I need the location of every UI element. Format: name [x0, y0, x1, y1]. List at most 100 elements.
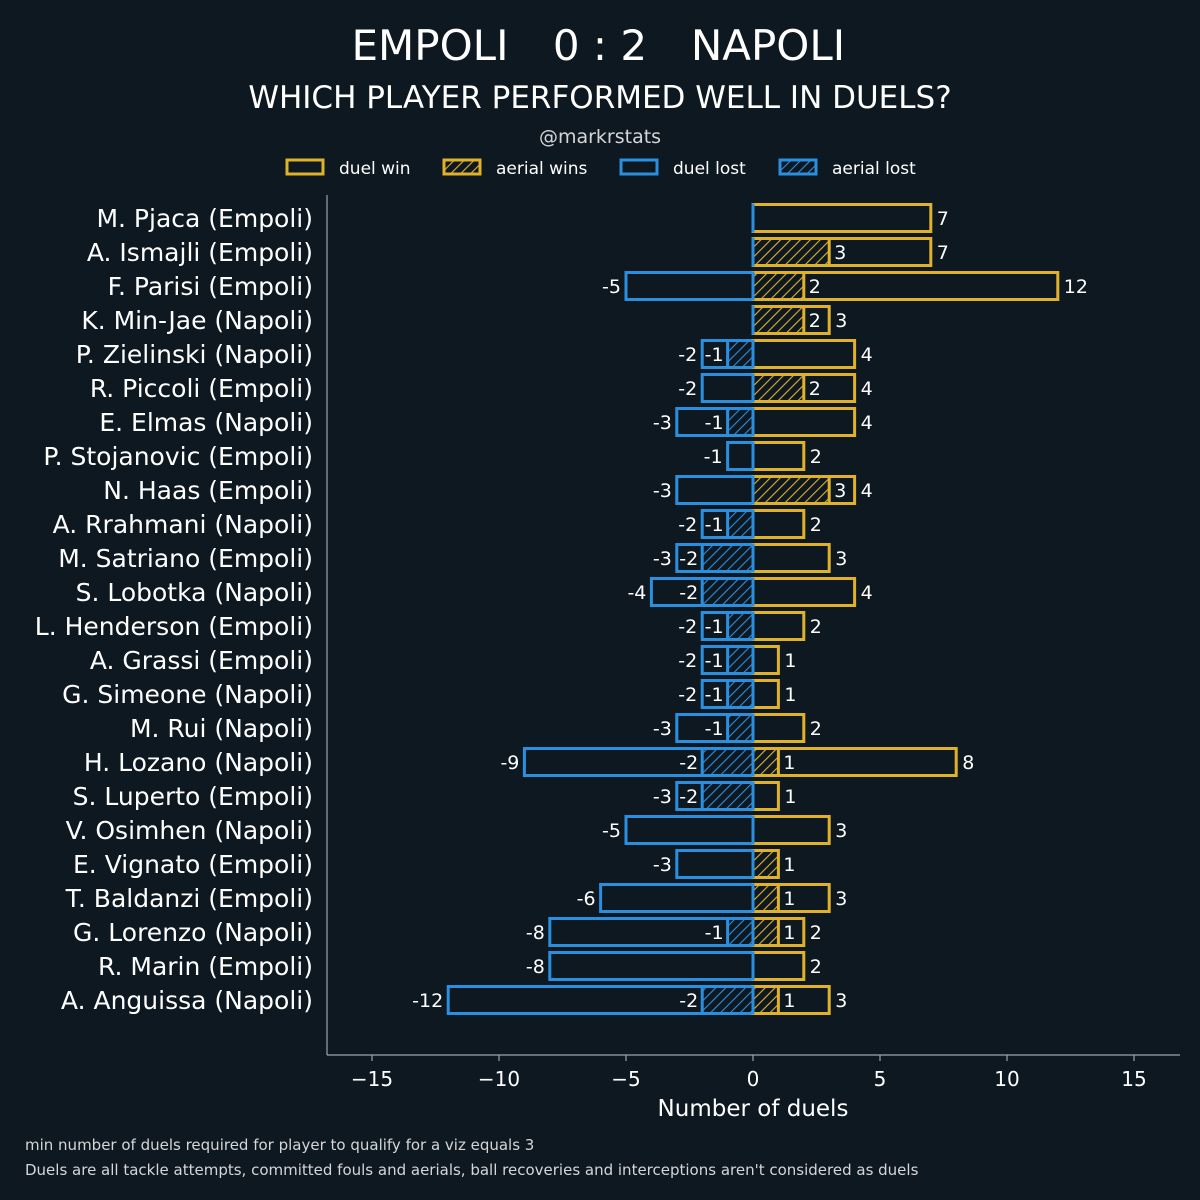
aerial-lost-label: -1 [705, 616, 724, 638]
duel-win-bar [751, 407, 857, 437]
player-label: S. Luperto (Empoli) [73, 782, 313, 811]
player-row: E. Vignato (Empoli) -3 1 [73, 849, 795, 879]
player-row: S. Lobotka (Napoli) -4 -2 4 [76, 577, 873, 607]
aerial-lost-bar [726, 917, 755, 947]
duel-win-label: 3 [835, 310, 847, 332]
aerial-lost-bar [726, 407, 755, 437]
aerial-lost-bar [700, 781, 755, 811]
author-handle: @markrstats [539, 126, 661, 148]
player-label: F. Parisi (Empoli) [108, 272, 313, 301]
duel-win-label: 2 [810, 446, 822, 468]
player-row: K. Min-Jae (Napoli) 32 [81, 305, 847, 335]
away-team: NAPOLI [691, 21, 845, 70]
duel-win-label: 4 [861, 344, 873, 366]
player-row: A. Grassi (Empoli) -2 -1 1 [90, 645, 796, 675]
x-tick-label-5: 10 [994, 1067, 1019, 1091]
legend-swatch-0 [285, 158, 325, 176]
aerial-lost-label: -2 [679, 990, 698, 1012]
duel-win-label: 3 [835, 888, 847, 910]
duel-lost-label: -12 [412, 990, 443, 1012]
player-label: A. Anguissa (Napoli) [61, 986, 313, 1015]
player-label: L. Henderson (Empoli) [35, 612, 313, 641]
player-label: A. Rrahmani (Napoli) [53, 510, 313, 539]
player-label: A. Ismajli (Empoli) [87, 238, 313, 267]
player-row: V. Osimhen (Napoli) -5 3 [66, 815, 847, 845]
aerial-lost-label: -1 [705, 412, 724, 434]
player-row: N. Haas (Empoli) -3 43 [103, 475, 873, 505]
legend-label-1: aerial wins [496, 159, 588, 179]
player-label: H. Lozano (Napoli) [84, 748, 313, 777]
player-label: K. Min-Jae (Napoli) [81, 306, 313, 335]
aerial-win-label: 2 [809, 310, 821, 332]
duel-win-label: 2 [810, 956, 822, 978]
duel-win-bar [751, 339, 857, 369]
x-tick-label-4: 5 [874, 1067, 887, 1091]
aerial-lost-bar [726, 339, 755, 369]
duel-win-bar [751, 951, 806, 981]
duel-win-label: 7 [937, 208, 949, 230]
duel-win-label: 2 [810, 616, 822, 638]
player-row: A. Ismajli (Empoli) 7 3 [87, 237, 949, 267]
aerial-lost-bar [700, 985, 755, 1015]
duel-lost-bar [624, 815, 755, 845]
duel-win-label: 1 [784, 786, 796, 808]
aerial-lost-bar [726, 645, 755, 675]
home-team: EMPOLI [352, 21, 509, 70]
duel-lost-label: -2 [678, 378, 697, 400]
player-row: P. Stojanovic (Empoli) -1 2 [43, 441, 822, 471]
player-label: S. Lobotka (Napoli) [76, 578, 313, 607]
legend-swatch-2 [619, 158, 659, 176]
aerial-lost-bar [726, 713, 755, 743]
duel-lost-label: -8 [526, 922, 545, 944]
duel-win-bar [751, 509, 806, 539]
chart-header: EMPOLI 0 : 2 NAPOLI WHICH PLAYER PERFORM… [248, 21, 951, 148]
duel-win-label: 3 [835, 548, 847, 570]
duel-lost-bar [726, 441, 755, 471]
aerial-win-label: 2 [809, 276, 821, 298]
duel-win-bar [751, 679, 780, 709]
duel-win-label: 7 [937, 242, 949, 264]
duel-lost-bar [675, 475, 755, 505]
duel-win-label: 3 [835, 820, 847, 842]
footnote-duel-definition: Duels are all tackle attempts, committed… [25, 1161, 919, 1179]
duel-lost-bar [548, 951, 755, 981]
x-tick-label-1: −10 [478, 1067, 520, 1091]
player-row: R. Piccoli (Empoli) -2 4 2 [90, 373, 873, 403]
duel-lost-label: -2 [678, 514, 697, 536]
aerial-lost-label: -1 [705, 684, 724, 706]
chart-subtitle: WHICH PLAYER PERFORMED WELL IN DUELS? [248, 80, 951, 116]
player-row: G. Simeone (Napoli) -2 -1 1 [62, 679, 796, 709]
aerial-win-label: 3 [834, 480, 846, 502]
player-label: M. Pjaca (Empoli) [96, 204, 313, 233]
player-row: S. Luperto (Empoli) -3 -2 1 [73, 781, 796, 811]
legend-swatch-3 [778, 158, 818, 176]
duel-win-label: 2 [810, 922, 822, 944]
player-row: L. Henderson (Empoli) -2 -1 2 [35, 611, 822, 641]
player-label: G. Simeone (Napoli) [62, 680, 313, 709]
player-row: T. Baldanzi (Empoli) -6 3 1 [65, 883, 847, 913]
aerial-win-bar [751, 747, 780, 777]
player-label: M. Satriano (Empoli) [58, 544, 313, 573]
x-axis-title: Number of duels [658, 1096, 849, 1122]
duel-lost-bar [700, 373, 755, 403]
duel-lost-label: -3 [653, 718, 672, 740]
aerial-lost-label: -2 [679, 786, 698, 808]
aerial-win-bar [751, 883, 780, 913]
duel-win-label: 2 [810, 514, 822, 536]
duel-lost-label: -4 [627, 582, 646, 604]
aerial-lost-label: -2 [679, 548, 698, 570]
duel-lost-label: -2 [678, 344, 697, 366]
player-label: M. Rui (Napoli) [130, 714, 313, 743]
player-row: M. Rui (Napoli) -3 -1 2 [130, 713, 822, 743]
legend-label-0: duel win [339, 159, 411, 179]
player-row: M. Satriano (Empoli) -3 -2 3 [58, 543, 847, 573]
duel-win-bar [751, 203, 933, 233]
player-row: F. Parisi (Empoli) -5 12 2 [108, 271, 1088, 301]
aerial-lost-bar [700, 577, 755, 607]
player-label: P. Zielinski (Napoli) [76, 340, 313, 369]
footnote-min-duels: min number of duels required for player … [25, 1136, 534, 1154]
player-row: P. Zielinski (Napoli) -2 -1 4 [76, 339, 873, 369]
x-tick-label-6: 15 [1121, 1067, 1146, 1091]
duel-lost-label: -2 [678, 650, 697, 672]
